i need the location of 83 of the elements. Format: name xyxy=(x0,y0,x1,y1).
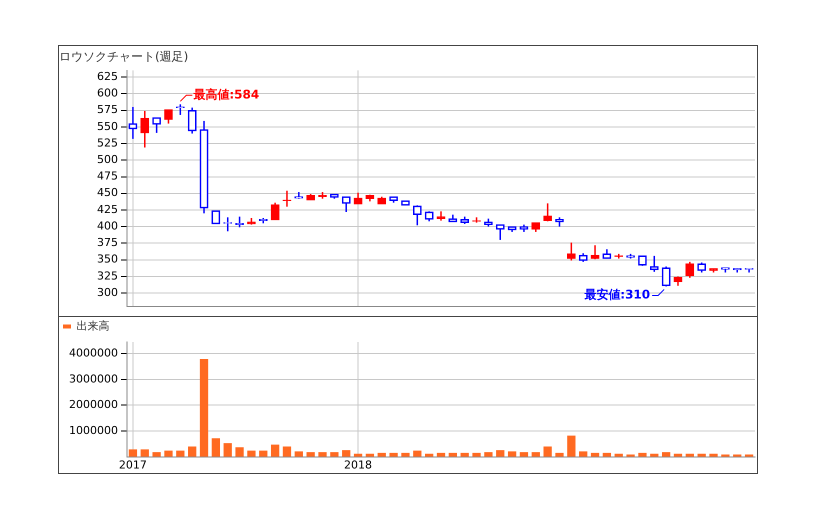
candlestick xyxy=(223,216,232,232)
bar xyxy=(330,452,339,457)
y-tick-label: 525 xyxy=(97,136,118,150)
y-tick-label: 450 xyxy=(97,186,118,200)
bar xyxy=(674,454,682,457)
bar xyxy=(448,452,457,457)
bar xyxy=(306,452,315,457)
candlestick xyxy=(270,202,280,221)
bar xyxy=(520,452,528,457)
bar xyxy=(140,449,149,457)
candlestick xyxy=(342,196,351,213)
bar xyxy=(282,446,292,457)
bar xyxy=(354,454,362,457)
bar xyxy=(259,450,268,457)
y-tick-label: 475 xyxy=(97,170,118,183)
bar xyxy=(366,454,374,457)
bar xyxy=(200,359,208,457)
y-tick-label: 400 xyxy=(97,219,118,232)
bar xyxy=(128,449,138,457)
y-tick-label: 625 xyxy=(97,70,118,83)
bar xyxy=(425,454,434,457)
bar xyxy=(152,452,161,457)
candlestick xyxy=(140,110,150,148)
bar xyxy=(686,454,694,457)
bar xyxy=(378,452,386,457)
bar xyxy=(567,436,576,457)
y-tick-label: 500 xyxy=(97,153,118,166)
candlestick xyxy=(188,106,196,134)
bar xyxy=(614,454,623,457)
bar xyxy=(247,450,256,457)
annotation: 最高値:584 xyxy=(192,87,260,102)
y-tick-label: 575 xyxy=(97,103,118,116)
y-tick-label: 550 xyxy=(97,120,118,133)
y-tick-label: 600 xyxy=(97,86,118,100)
candlestick xyxy=(531,222,540,233)
bar xyxy=(484,452,493,457)
bar xyxy=(709,454,718,457)
bar xyxy=(318,452,327,457)
annotation: 最安値:310 xyxy=(583,288,650,302)
bar xyxy=(294,451,303,457)
bar xyxy=(224,443,232,457)
candlestick xyxy=(674,276,682,287)
x-tick-label: 2018 xyxy=(344,458,372,472)
candlestick xyxy=(152,116,161,134)
y-tick-label: 375 xyxy=(97,236,118,250)
chart-title: ロウソクチャート(週足) xyxy=(59,49,188,64)
bar xyxy=(342,450,350,457)
bar xyxy=(270,444,280,457)
legend-label: 出来高 xyxy=(76,319,110,332)
candlestick xyxy=(412,204,422,226)
bar xyxy=(650,454,658,457)
candlestick xyxy=(590,244,600,260)
candlestick xyxy=(650,255,659,273)
bar xyxy=(602,452,612,457)
bar xyxy=(188,446,196,457)
y-tick-label: 4000000 xyxy=(69,346,118,360)
bar xyxy=(579,451,588,457)
bar xyxy=(532,452,540,457)
candlestick xyxy=(662,266,670,288)
bar xyxy=(176,450,184,457)
y-tick-label: 3000000 xyxy=(69,372,118,386)
y-tick-label: 325 xyxy=(97,269,118,282)
bar xyxy=(212,438,220,457)
candlestick xyxy=(697,262,706,274)
x-tick-label: 2017 xyxy=(118,458,147,472)
bar xyxy=(543,446,552,457)
candlestick xyxy=(128,106,138,140)
candlestick xyxy=(235,216,244,228)
y-tick-label: 1000000 xyxy=(69,424,118,437)
y-tick-label: 425 xyxy=(97,202,118,216)
y-tick-label: 300 xyxy=(97,286,118,299)
candlestick xyxy=(543,202,552,222)
bar xyxy=(460,452,469,457)
bar xyxy=(235,447,244,457)
candlestick xyxy=(567,242,576,262)
bar xyxy=(164,450,173,457)
bar xyxy=(496,450,504,457)
bar xyxy=(698,454,706,457)
y-tick-label: 2000000 xyxy=(69,398,118,412)
bar xyxy=(413,450,422,457)
bar xyxy=(389,452,398,457)
y-tick-label: 350 xyxy=(97,252,118,266)
bar xyxy=(662,452,670,457)
